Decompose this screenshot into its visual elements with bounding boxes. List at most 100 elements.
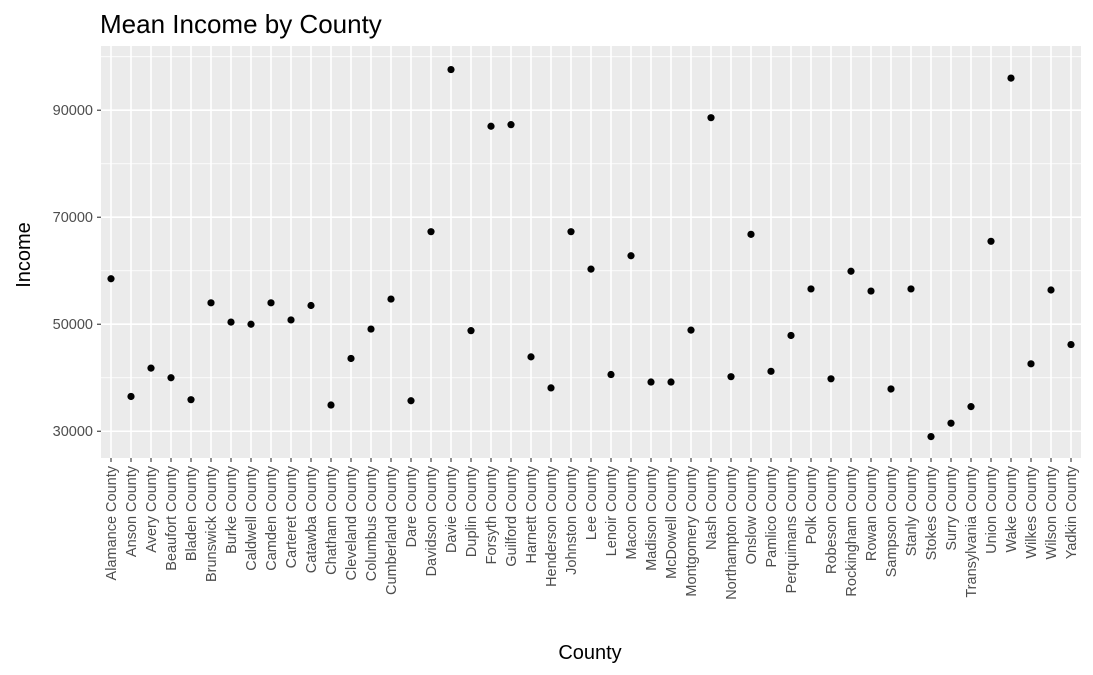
x-tick-label: Montgomery County	[684, 465, 700, 596]
x-tick-label: Henderson County	[544, 465, 560, 587]
x-tick-label: McDowell County	[664, 465, 680, 579]
x-tick-label: Surry County	[944, 465, 960, 550]
data-point	[187, 396, 195, 404]
x-tick-label: Lee County	[584, 465, 600, 540]
data-point	[707, 114, 715, 122]
data-point	[927, 432, 935, 441]
data-point	[367, 325, 375, 333]
x-tick-label: Camden County	[264, 465, 280, 571]
x-tick-label: Yadkin County	[1064, 465, 1080, 559]
data-point	[987, 237, 995, 245]
data-point	[727, 373, 735, 381]
data-point	[267, 299, 275, 307]
data-point	[1027, 360, 1035, 368]
data-point	[607, 370, 615, 379]
data-point	[567, 228, 575, 236]
y-tick-label: 70000	[53, 210, 93, 226]
x-tick-label: Duplin County	[464, 465, 480, 557]
data-point	[427, 228, 435, 236]
data-point	[787, 331, 795, 340]
data-point	[507, 121, 515, 129]
x-tick-label: Catawba County	[304, 465, 320, 573]
x-tick-label: Polk County	[804, 465, 820, 544]
data-point	[1007, 74, 1015, 82]
data-point	[627, 252, 635, 260]
data-point	[247, 320, 255, 328]
data-point	[667, 378, 675, 386]
x-tick-label: Rowan County	[864, 465, 880, 561]
x-tick-label: Anson County	[124, 465, 140, 557]
data-point	[867, 287, 875, 295]
data-point	[307, 301, 315, 310]
x-tick-label: Cumberland County	[384, 465, 400, 595]
x-tick-label: Perquimans County	[784, 465, 800, 593]
data-point	[847, 267, 855, 275]
x-tick-label: Caldwell County	[244, 465, 260, 571]
x-tick-label: Avery County	[144, 465, 160, 553]
x-tick-label: Robeson County	[824, 465, 840, 574]
x-tick-label: Macon County	[624, 465, 640, 559]
data-point	[147, 364, 155, 372]
data-point	[207, 299, 215, 307]
x-tick-label: Davie County	[444, 465, 460, 553]
data-point	[947, 419, 955, 427]
x-tick-label: Wilson County	[1044, 465, 1060, 559]
x-tick-label: Guilford County	[504, 465, 520, 566]
x-tick-label: Brunswick County	[204, 465, 220, 582]
x-tick-label: Union County	[984, 465, 1000, 554]
x-tick-label: Carteret County	[284, 465, 300, 568]
data-point	[347, 354, 355, 363]
x-tick-label: Stokes County	[924, 465, 940, 560]
data-point	[747, 230, 755, 238]
y-tick-label: 90000	[53, 103, 93, 119]
data-point	[967, 403, 975, 411]
x-axis-title: County	[558, 642, 621, 664]
x-axis: Alamance County Anson County Avery County B…	[104, 458, 1080, 600]
data-point	[327, 401, 335, 409]
data-point	[527, 353, 535, 361]
x-tick-label: Stanly County	[904, 465, 920, 556]
x-tick-label: Madison County	[644, 465, 660, 571]
gridlines	[101, 46, 1081, 458]
x-tick-label: Lenoir County	[604, 465, 620, 556]
x-tick-label: Onslow County	[744, 465, 760, 564]
x-tick-label: Rockingham County	[844, 465, 860, 596]
data-point	[647, 378, 655, 386]
data-point	[127, 392, 135, 401]
data-point	[447, 65, 455, 74]
x-tick-label: Beaufort County	[164, 465, 180, 571]
data-point	[227, 318, 235, 326]
chart-title: Mean Income by County	[100, 9, 382, 39]
x-tick-label: Columbus County	[364, 465, 380, 581]
x-tick-label: Davidson County	[424, 465, 440, 576]
x-tick-label: Northampton County	[724, 465, 740, 600]
data-point	[767, 367, 775, 375]
data-point	[107, 275, 115, 283]
x-tick-label: Alamance County	[104, 465, 120, 580]
data-point	[487, 122, 495, 130]
data-point	[907, 285, 915, 293]
y-axis: 30000 50000 70000 90000	[53, 103, 101, 440]
data-point	[687, 326, 695, 334]
x-tick-label: Bladen County	[184, 465, 200, 561]
data-point	[407, 397, 415, 405]
data-point	[807, 285, 815, 293]
x-tick-label: Transylvania County	[964, 465, 980, 597]
x-tick-label: Wake County	[1004, 465, 1020, 552]
y-tick-label: 50000	[53, 317, 93, 333]
data-point	[387, 295, 395, 303]
data-point	[287, 316, 295, 324]
x-tick-label: Sampson County	[884, 465, 900, 577]
data-point	[1067, 340, 1075, 349]
x-tick-label: Cleveland County	[344, 465, 360, 580]
data-point	[467, 327, 475, 335]
x-tick-label: Wilkes County	[1024, 465, 1040, 558]
data-point	[887, 385, 895, 393]
x-tick-label: Forsyth County	[484, 465, 500, 564]
data-point	[1047, 286, 1055, 294]
x-tick-label: Dare County	[404, 465, 420, 547]
data-point	[827, 375, 835, 383]
y-axis-title: Income	[13, 222, 35, 288]
data-point	[587, 265, 595, 273]
